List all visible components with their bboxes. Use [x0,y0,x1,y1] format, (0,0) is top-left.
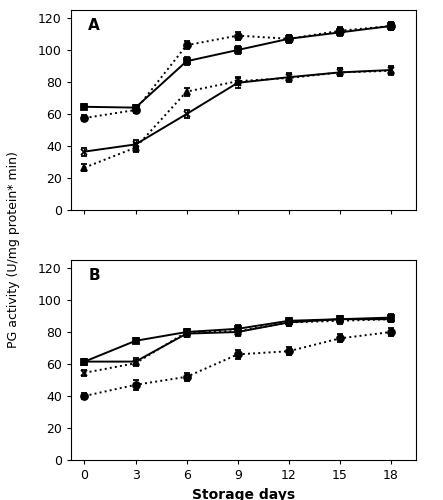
Text: B: B [88,268,100,283]
X-axis label: Storage days: Storage days [192,488,295,500]
Text: A: A [88,18,100,33]
Text: PG activity (U/mg protein* min): PG activity (U/mg protein* min) [7,152,20,348]
